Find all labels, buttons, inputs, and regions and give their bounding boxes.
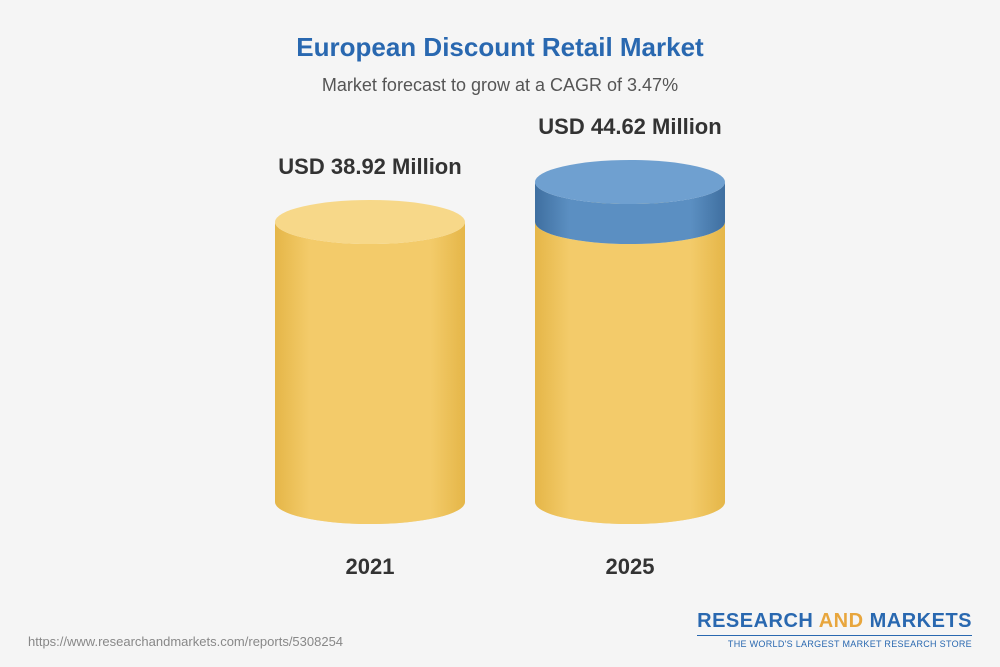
value-label: USD 44.62 Million — [538, 114, 721, 140]
chart-title: European Discount Retail Market — [0, 0, 1000, 63]
cylinder-svg — [535, 160, 725, 524]
chart-subtitle: Market forecast to grow at a CAGR of 3.4… — [0, 75, 1000, 96]
brand-word-and: AND — [819, 610, 864, 632]
value-label: USD 38.92 Million — [278, 154, 461, 180]
year-label: 2025 — [606, 554, 655, 580]
brand-tagline: THE WORLD'S LARGEST MARKET RESEARCH STOR… — [697, 635, 972, 649]
cylinder-body — [535, 160, 725, 529]
footer: https://www.researchandmarkets.com/repor… — [0, 610, 1000, 649]
chart-area: USD 38.92 Million2021USD 44.62 Million20… — [0, 130, 1000, 580]
brand-name: RESEARCH AND MARKETS — [697, 610, 972, 633]
cylinder-2025: USD 44.62 Million 2025 — [535, 114, 725, 580]
brand-word-research: RESEARCH — [697, 610, 813, 632]
infographic-container: European Discount Retail Market Market f… — [0, 0, 1000, 667]
year-label: 2021 — [346, 554, 395, 580]
source-url: https://www.researchandmarkets.com/repor… — [28, 634, 343, 649]
cylinder-2021: USD 38.92 Million 2021 — [275, 154, 465, 580]
cylinder-svg — [275, 200, 465, 524]
brand-logo: RESEARCH AND MARKETS THE WORLD'S LARGEST… — [697, 610, 972, 649]
cylinder-body — [275, 200, 465, 529]
brand-word-markets: MARKETS — [870, 610, 972, 632]
